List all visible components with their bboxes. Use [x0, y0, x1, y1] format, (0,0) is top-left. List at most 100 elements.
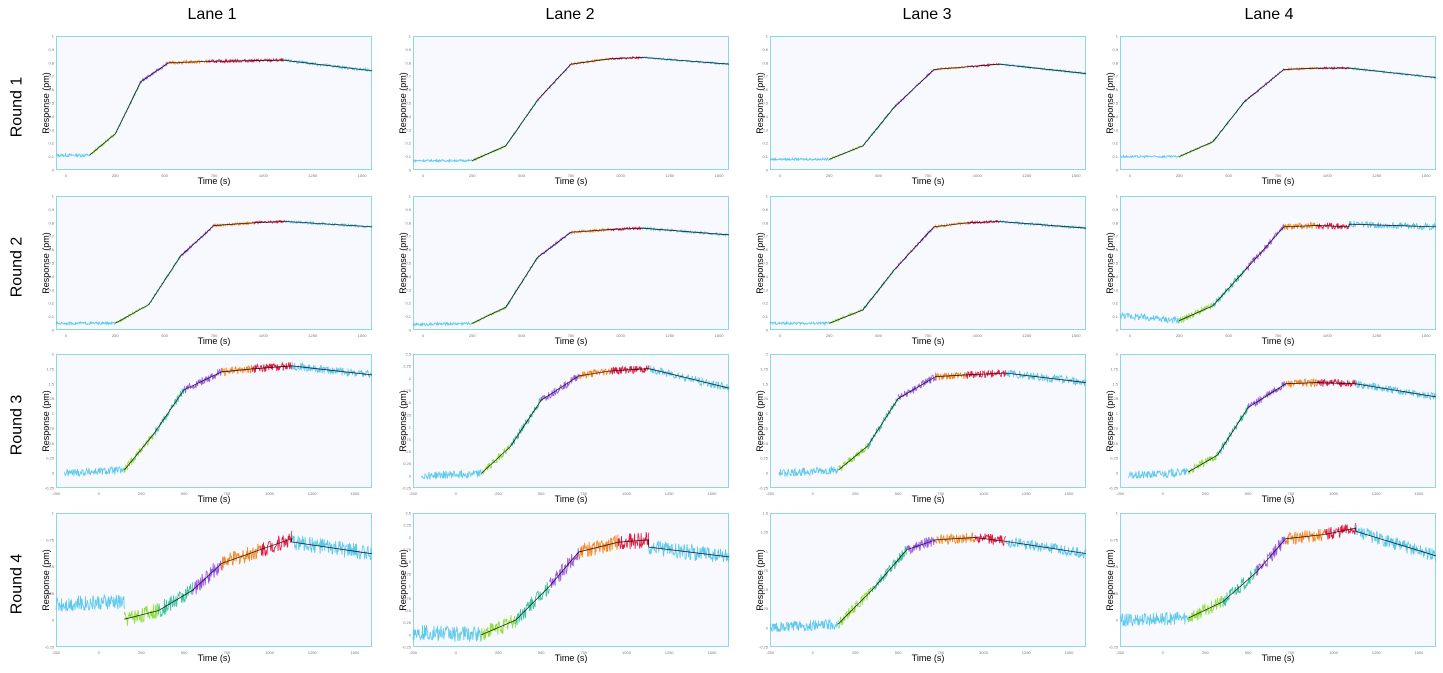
row-header-label: Round 1 — [8, 76, 25, 138]
x-tick-label: 750 — [925, 173, 932, 178]
y-tick-label: 0.4 — [762, 114, 768, 119]
y-tick-label: 0.8 — [48, 60, 54, 65]
series-line-step-2 — [1222, 565, 1258, 608]
y-axis-label-text: Response (pm) — [41, 549, 51, 611]
fit-line — [838, 537, 1087, 625]
y-axis-label: Response (pm) — [38, 354, 54, 488]
series-line-dissociation — [1355, 380, 1437, 400]
series-line-step-4 — [1283, 221, 1318, 231]
y-tick-label: 0.8 — [48, 220, 54, 225]
y-tick-label: 0.3 — [762, 287, 768, 292]
row-header-label: Round 2 — [8, 236, 25, 298]
series-line-baseline — [421, 468, 482, 480]
x-axis-label: Time (s) — [554, 176, 588, 186]
x-tick-label: 750 — [568, 173, 575, 178]
y-tick-label: 0.2 — [762, 141, 768, 146]
y-tick-label: 1 — [409, 34, 412, 39]
x-tick-label: 750 — [223, 491, 230, 496]
chart-svg: -250 0 250 500 750 1000 1250 1500 -0.25 0 0.25 0.5 0… — [759, 511, 1087, 655]
y-tick-label: 0.6 — [48, 247, 54, 252]
chart-svg: 0 250 500 750 1000 1250 1500 0 0.1 0.2 0.3 0.4 0.5 0.… — [48, 194, 373, 338]
x-tick-label: 0 — [98, 491, 101, 496]
chart-svg: -250 0 250 500 750 1000 1250 1500 -0.25 0 0.25 0.5 0… — [1109, 352, 1437, 496]
x-tick-label: 1000 — [265, 650, 275, 655]
fit-line — [829, 221, 1087, 324]
x-tick-label: 0 — [812, 650, 815, 655]
y-tick-label: 1 — [766, 34, 769, 39]
chart-svg: -250 0 250 500 750 1000 1250 1500 -0.25 0 0.25 0.5 0… — [45, 352, 373, 496]
x-tick-label: 1250 — [665, 333, 675, 338]
x-tick-label: 1250 — [665, 173, 675, 178]
x-tick-label: -250 — [52, 491, 61, 496]
x-tick-label: 0 — [65, 333, 68, 338]
x-tick-label: 1000 — [1329, 491, 1339, 496]
x-tick-label: 250 — [469, 173, 476, 178]
column-header-lane-2: Lane 2 — [545, 6, 595, 23]
y-tick-label: 2 — [1116, 352, 1119, 357]
y-tick-label: 0.9 — [1112, 207, 1118, 212]
x-tick-label: 1250 — [1372, 491, 1382, 496]
y-tick-label: 0.1 — [762, 154, 768, 159]
x-tick-label: 250 — [1202, 650, 1209, 655]
x-axis-label: Time (s) — [1261, 176, 1295, 186]
series-line-step-1 — [837, 587, 873, 629]
series-line-step-1 — [471, 144, 507, 163]
y-tick-label: 1 — [766, 194, 769, 199]
fit-line — [472, 227, 730, 324]
chart-panel-3-4: Response (pm) Time (s) -250 0 250 500 750 1000 1… — [1105, 352, 1443, 512]
y-tick-label: 1 — [1116, 194, 1119, 199]
series-line-baseline — [1119, 311, 1180, 324]
series-line-baseline — [55, 152, 90, 158]
y-axis-label: Response (pm) — [1102, 354, 1118, 488]
x-tick-label: 1500 — [1414, 650, 1424, 655]
y-tick-label: 0.7 — [762, 234, 768, 239]
y-tick-label: 1.25 — [403, 412, 412, 417]
chart-panel-2-4: Response (pm) Time (s) 0 250 500 750 1000 1250 1… — [1105, 194, 1443, 354]
fit-line — [124, 538, 373, 620]
x-tick-label: 1500 — [1414, 491, 1424, 496]
x-tick-label: 1500 — [358, 173, 368, 178]
x-tick-label: 750 — [211, 333, 218, 338]
series-line-step-4 — [935, 532, 976, 546]
series-line-dissociation — [1005, 537, 1087, 559]
y-tick-label: 0.6 — [405, 87, 411, 92]
chart-panel-4-3: Response (pm) Time (s) -250 0 250 500 750 1000 1… — [755, 511, 1128, 671]
y-tick-label: 0.9 — [762, 47, 768, 52]
y-tick-label: 0.3 — [1112, 127, 1118, 132]
y-tick-label: 0.4 — [405, 114, 411, 119]
y-axis-label: Response (pm) — [1102, 513, 1118, 647]
y-tick-label: 0 — [409, 168, 412, 173]
y-tick-label: 0.5 — [405, 449, 411, 454]
x-tick-label: 500 — [1225, 173, 1232, 178]
row-header-round-2: Round 2 — [0, 207, 34, 327]
x-tick-label: -250 — [52, 650, 61, 655]
x-tick-label: 1000 — [259, 333, 269, 338]
plot-frame — [56, 354, 372, 488]
series-line-baseline — [412, 321, 473, 328]
y-tick-label: 0.5 — [1112, 101, 1118, 106]
y-tick-label: 0.5 — [1112, 261, 1118, 266]
x-tick-label: 1250 — [308, 650, 318, 655]
chart-panel-3-2: Response (pm) Time (s) -250 0 250 500 750 1000 1… — [398, 352, 771, 512]
y-tick-label: 0 — [766, 625, 769, 630]
fit-line — [1188, 382, 1437, 473]
series-line-baseline — [769, 156, 830, 162]
y-tick-label: 0.25 — [46, 591, 55, 596]
y-axis-label-text: Response (pm) — [755, 549, 765, 611]
series-line-step-3 — [1256, 536, 1287, 576]
y-tick-label: 0.25 — [403, 620, 412, 625]
series-line-step-5 — [260, 530, 293, 557]
x-tick-label: 750 — [937, 650, 944, 655]
y-tick-label: 0.3 — [1112, 287, 1118, 292]
plot-frame — [413, 196, 729, 330]
series-line-baseline — [1119, 611, 1189, 627]
x-axis-label: Time (s) — [197, 176, 231, 186]
fit-line — [472, 57, 730, 161]
y-tick-label: 0 — [1116, 328, 1119, 333]
chart-panel-2-2: Response (pm) Time (s) 0 250 500 750 1000 1250 1… — [398, 194, 771, 354]
y-tick-label: 0.3 — [405, 287, 411, 292]
y-tick-label: 0.75 — [760, 426, 769, 431]
x-tick-label: 250 — [112, 173, 119, 178]
x-tick-label: 1000 — [622, 491, 632, 496]
chart-panel-2-3: Response (pm) Time (s) 0 250 500 750 1000 1250 1… — [755, 194, 1128, 354]
